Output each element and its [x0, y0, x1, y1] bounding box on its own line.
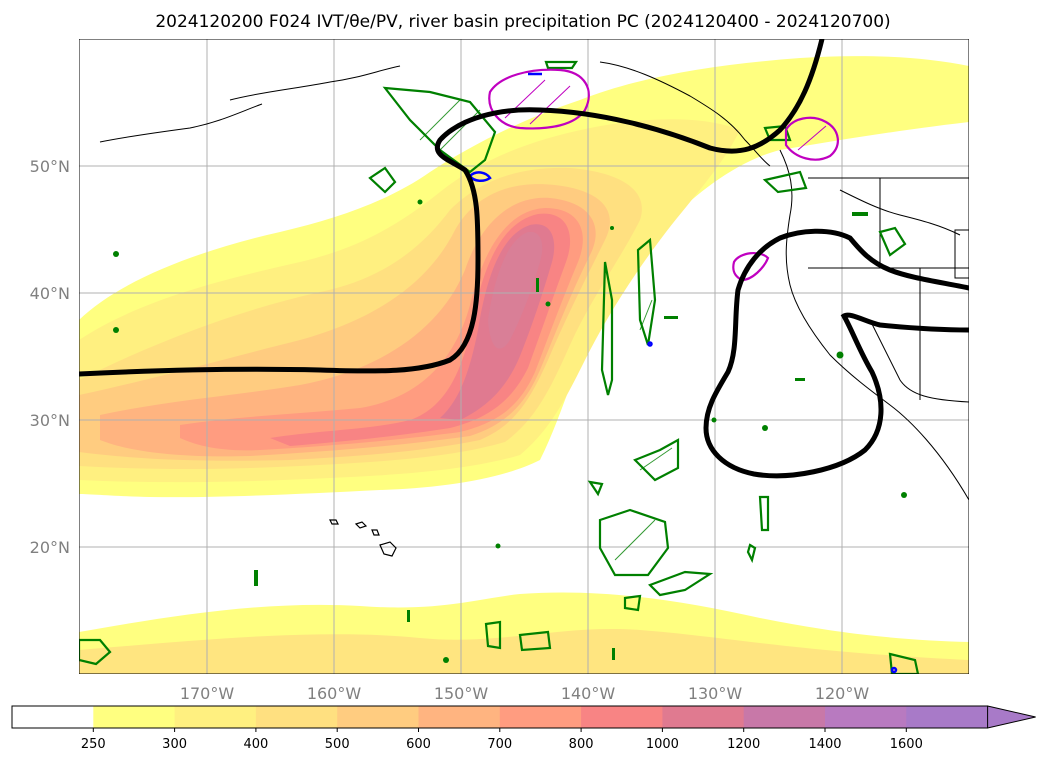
colorbar-tick-label: 500 [325, 737, 350, 752]
pv-contours [79, 39, 969, 479]
colorbar-tick-label: 700 [487, 737, 512, 752]
x-tick-label: 170°W [180, 684, 235, 703]
precip-pc-green-contours [79, 60, 920, 674]
y-tick-label: 20°N [30, 538, 70, 557]
colorbar-segment [337, 706, 419, 728]
precip-pc-green-hatch [419, 99, 673, 561]
map-panel [79, 39, 969, 674]
colorbar-segment [743, 706, 826, 728]
y-tick-label: 30°N [30, 411, 70, 430]
precip-pc-magenta-contours [488, 68, 839, 282]
colorbar-tick-label: 1600 [890, 737, 923, 752]
colorbar-tick-label: 600 [406, 737, 431, 752]
colorbar-segment [93, 706, 176, 728]
colorbar: 250 300 400 500 600 700 800 1000 1200 1400 1600 [11, 705, 1036, 752]
ivt-band-1200 [488, 231, 543, 349]
chart-title: 2024120200 F024 IVT/θe/PV, river basin p… [155, 12, 890, 32]
colorbar-segment [418, 706, 501, 728]
coastlines [99, 61, 969, 501]
blue-features [468, 72, 898, 674]
map-gridlines [79, 39, 969, 674]
colorbar-segment [499, 706, 582, 728]
y-axis-labels: 20°N 30°N 40°N 50°N [30, 157, 70, 557]
colorbar-tick-label: 250 [81, 737, 106, 752]
colorbar-segment [662, 706, 745, 728]
colorbar-tick-label: 1400 [808, 737, 841, 752]
colorbar-tick-label: 300 [162, 737, 187, 752]
y-tick-label: 50°N [30, 157, 70, 176]
x-tick-label: 150°W [434, 684, 489, 703]
colorbar-extend-arrow [987, 705, 1036, 729]
y-tick-label: 40°N [30, 284, 70, 303]
x-tick-label: 140°W [561, 684, 616, 703]
colorbar-segment [825, 706, 907, 728]
precip-pc-green-dots [113, 199, 907, 663]
ivt-shading [79, 56, 969, 674]
x-tick-label: 130°W [688, 684, 743, 703]
x-tick-label: 160°W [307, 684, 362, 703]
colorbar-segment [12, 706, 94, 728]
colorbar-tick-label: 1200 [727, 737, 760, 752]
colorbar-segment [581, 706, 663, 728]
colorbar-segment [255, 706, 338, 728]
colorbar-segment [174, 706, 257, 728]
ivt-band-south-inner [79, 628, 969, 674]
colorbar-segment [906, 706, 989, 728]
x-axis-labels: 170°W 160°W 150°W 140°W 130°W 120°W [180, 684, 870, 703]
colorbar-tick-label: 800 [569, 737, 594, 752]
colorbar-tick-label: 400 [243, 737, 268, 752]
colorbar-tick-label: 1000 [646, 737, 679, 752]
x-tick-label: 120°W [815, 684, 870, 703]
hawaii-islands [329, 519, 397, 557]
